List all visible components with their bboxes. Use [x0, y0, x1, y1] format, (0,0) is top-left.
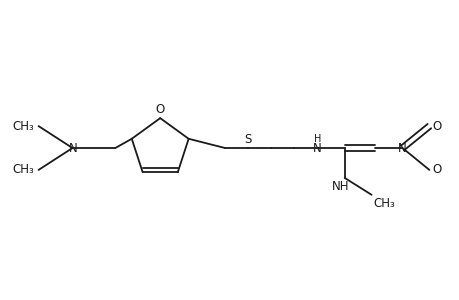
Text: CH₃: CH₃ — [373, 197, 394, 210]
Text: CH₃: CH₃ — [13, 120, 34, 133]
Text: O: O — [155, 103, 164, 116]
Text: H: H — [313, 134, 321, 144]
Text: O: O — [431, 164, 441, 176]
Text: S: S — [244, 133, 251, 146]
Text: CH₃: CH₃ — [13, 164, 34, 176]
Text: N: N — [397, 142, 406, 154]
Text: N: N — [313, 142, 321, 154]
Text: O: O — [431, 120, 441, 133]
Text: NH: NH — [331, 180, 349, 193]
Text: N: N — [69, 142, 78, 154]
